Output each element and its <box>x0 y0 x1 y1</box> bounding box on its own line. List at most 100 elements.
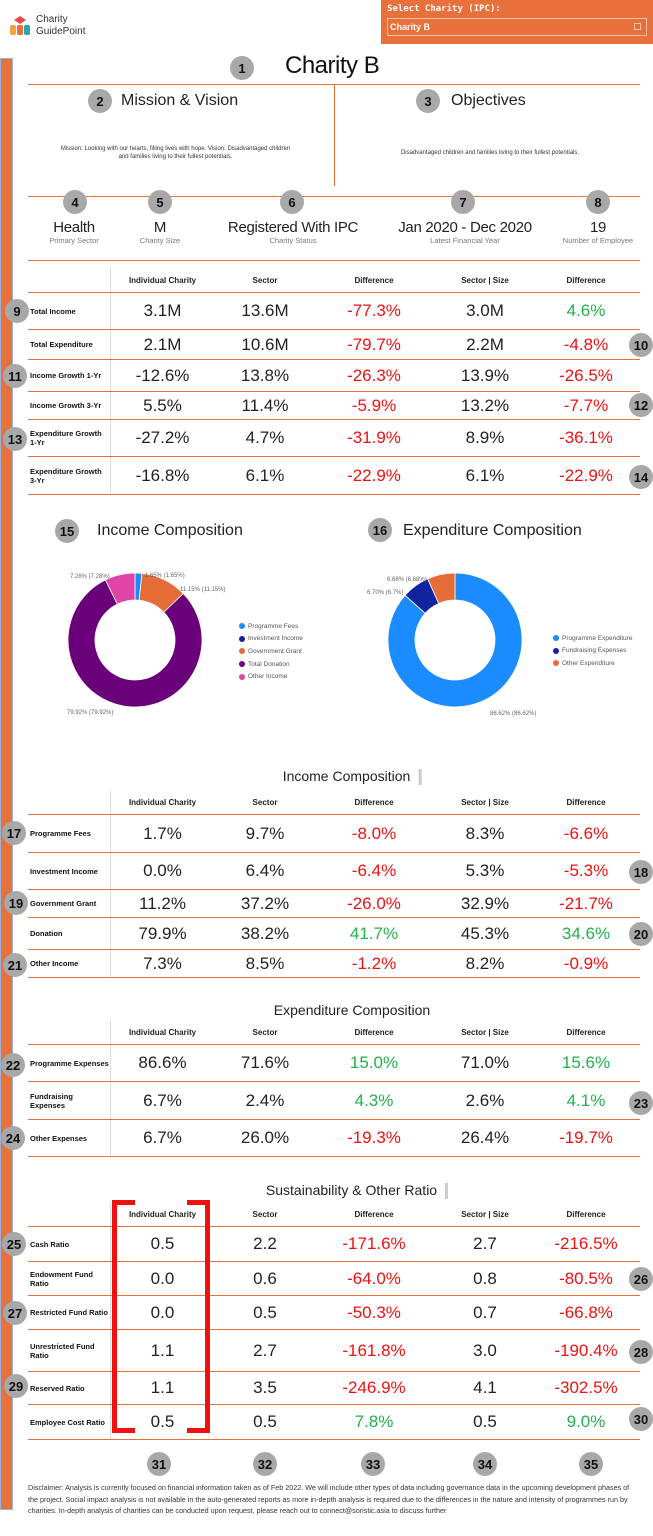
table-cell: -8.0% <box>316 815 432 852</box>
column-header: Difference <box>354 797 394 807</box>
annotation-badge: 29 <box>4 1374 28 1398</box>
table-cell: 2.6% <box>432 1082 538 1119</box>
legend-item[interactable]: Other Income <box>239 670 303 683</box>
row-label: Programme Fees <box>30 829 91 838</box>
cell-value: 6.1% <box>245 465 285 485</box>
legend-label: Government Grant <box>248 647 302 655</box>
table-cell: 4.1 <box>432 1372 538 1404</box>
table-cell: 1.1 <box>110 1372 214 1404</box>
annotation-badge: 27 <box>3 1301 27 1325</box>
expenditure-legend: Programme Expenditure Fundraising Expense… <box>553 632 632 670</box>
data-label: 79.92% (79.92%) <box>67 710 114 716</box>
data-label: 6.68% (6.68%) <box>387 577 427 583</box>
charity-selector: Select Charity (IPC): Charity B <box>381 0 653 44</box>
row-label: Fundraising Expenses <box>30 1091 73 1110</box>
logo-text-line1: Charity <box>36 14 68 25</box>
table-cell: -12.6% <box>110 360 214 391</box>
column-header: Sector <box>252 1209 278 1219</box>
annotation-badge: 17 <box>2 821 26 845</box>
table-cell: 34.6% <box>538 918 634 949</box>
page-title: Charity B <box>285 52 380 79</box>
column-header: Sector <box>252 1028 278 1037</box>
legend-item[interactable]: Programme Expenditure <box>553 632 632 645</box>
legend-item[interactable]: Investment Income <box>239 633 303 646</box>
cell-value: 15.6% <box>561 1053 611 1072</box>
table-cell: 3.5 <box>214 1372 316 1404</box>
table-cell: 0.5 <box>432 1405 538 1439</box>
cell-value: 13.8% <box>240 365 290 385</box>
table-cell: 15.6% <box>538 1045 634 1081</box>
slice-other-expenditure[interactable] <box>427 572 456 605</box>
row-label: Expenditure Growth 1-Yr <box>30 429 102 447</box>
data-label: 1.65% (1.65%) <box>145 573 185 579</box>
table-cell: 7.8% <box>316 1405 432 1439</box>
table-header: Individual Charity Sector Difference Sector… <box>28 1202 640 1227</box>
select-checkbox-icon[interactable] <box>634 23 641 30</box>
annotation-badge: 16 <box>368 518 392 542</box>
row-label: Cash Ratio <box>30 1239 70 1249</box>
slice-total-donation[interactable] <box>67 579 203 708</box>
header-blank <box>28 268 110 292</box>
table-cell: 26.4% <box>432 1120 538 1156</box>
column-header: Individual Charity <box>110 1021 214 1044</box>
row-label: Restricted Fund Ratio <box>30 1308 108 1317</box>
table-cell: -21.7% <box>538 890 634 917</box>
table-cell: 2.4% <box>214 1082 316 1119</box>
selector-label: Select Charity (IPC): <box>387 4 501 14</box>
data-label: 6.70% (6.7%) <box>367 590 404 596</box>
cell-value: 0.0 <box>150 1302 175 1322</box>
cell-value: 7.8% <box>354 1412 394 1431</box>
charity-select-dropdown[interactable]: Charity B <box>387 18 647 36</box>
legend-item[interactable]: Total Donation <box>239 658 303 671</box>
table-cell: -50.3% <box>316 1296 432 1329</box>
mission-heading: Mission & Vision <box>121 92 239 109</box>
column-header: Individual Charity <box>110 268 214 292</box>
cell-value: 37.2% <box>240 893 290 913</box>
table-cell: 6.7% <box>110 1082 214 1119</box>
table-cell: -5.3% <box>538 853 634 889</box>
charity-guidepoint-logo: Charity GuidePoint <box>8 14 85 38</box>
expenditure-donut-chart <box>387 572 523 708</box>
column-header: Difference <box>354 1028 394 1037</box>
table-cell: -246.9% <box>316 1372 432 1404</box>
column-header: Difference <box>566 1209 606 1219</box>
column-header: Sector | Size <box>461 1209 509 1219</box>
income-table-title: Income Composition <box>283 768 422 786</box>
legend-item[interactable]: Programme Fees <box>239 620 303 633</box>
table-cell: 8.9% <box>432 420 538 456</box>
annotation-badge: 28 <box>629 1340 653 1364</box>
table-row: Investment Income 0.0% 6.4% -6.4% 5.3% -5.3% <box>28 853 640 890</box>
objectives-text: Disadvantaged children and families livi… <box>400 150 580 156</box>
table-cell: 79.9% <box>110 918 214 949</box>
table-row: Cash Ratio 0.5 2.2 -171.6% 2.7 -216.5% <box>28 1227 640 1262</box>
table-cell: -161.8% <box>316 1330 432 1371</box>
row-label: Total Expenditure <box>30 340 93 349</box>
annotation-badge: 33 <box>361 1452 385 1476</box>
column-header: Difference <box>566 1028 606 1037</box>
cell-value: 3.0 <box>473 1340 497 1360</box>
legend-label: Programme Expenditure <box>562 634 633 642</box>
divider <box>28 196 640 197</box>
cell-value: -246.9% <box>342 1378 406 1397</box>
legend-item[interactable]: Government Grant <box>239 645 303 658</box>
annotation-badge: 30 <box>629 1407 653 1431</box>
slice-other-income[interactable] <box>104 572 136 605</box>
legend-item[interactable]: Fundraising Expenses <box>553 645 632 658</box>
cell-value: 0.5 <box>253 1412 277 1431</box>
table-cell: 0.0 <box>110 1262 214 1295</box>
annotation-badge: 14 <box>629 465 653 489</box>
cell-value: 4.7% <box>245 428 285 447</box>
row-label: Government Grant <box>30 899 97 908</box>
fact-primary-sector: Health Primary Sector <box>49 219 99 245</box>
table-cell: -26.3% <box>316 360 432 391</box>
table-cell: 4.1% <box>538 1082 634 1119</box>
table-cell: 0.7 <box>432 1296 538 1329</box>
legend-item[interactable]: Other Expenditure <box>553 657 632 670</box>
highlight-bracket <box>112 1199 210 1434</box>
cell-value: 79.9% <box>138 923 187 943</box>
slice-programme-expenditure[interactable] <box>387 572 523 708</box>
header-blank <box>28 790 110 814</box>
cell-value: -190.4% <box>554 1340 618 1360</box>
legend-label: Fundraising Expenses <box>562 647 627 655</box>
table-row: Programme Fees 1.7% 9.7% -8.0% 8.3% -6.6% <box>28 815 640 853</box>
